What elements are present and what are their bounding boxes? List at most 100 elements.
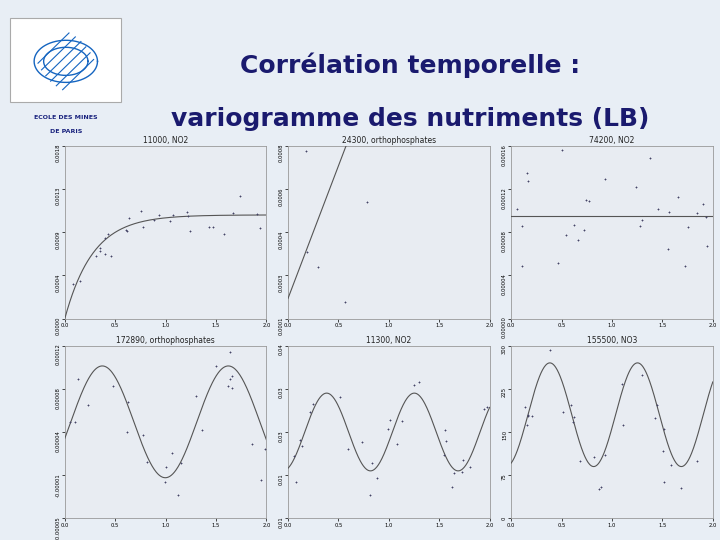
Title: 24300, orthophosphates: 24300, orthophosphates: [342, 136, 436, 145]
Text: DE PARIS: DE PARIS: [50, 129, 82, 134]
Point: [593, 484, 605, 493]
Point: [665, 461, 677, 469]
Point: [385, 92, 397, 101]
Point: [339, 297, 351, 306]
Point: [392, 43, 404, 51]
Point: [658, 477, 670, 486]
Point: [560, 231, 572, 239]
Point: [191, 392, 202, 401]
Point: [247, 440, 258, 449]
Point: [64, 418, 76, 427]
Point: [166, 448, 178, 457]
Point: [256, 475, 267, 484]
Point: [224, 375, 235, 383]
Point: [516, 262, 528, 271]
Point: [438, 450, 449, 459]
Point: [181, 208, 193, 217]
Title: 74200, NO2: 74200, NO2: [589, 136, 635, 145]
Point: [328, 94, 340, 103]
Point: [255, 224, 266, 232]
Point: [234, 192, 246, 200]
Point: [567, 418, 579, 427]
Point: [691, 457, 703, 465]
Point: [356, 438, 367, 447]
Point: [148, 216, 160, 225]
Text: Corrélation temporelle :: Corrélation temporelle :: [240, 52, 580, 78]
Point: [552, 258, 564, 267]
Point: [583, 197, 595, 205]
Point: [580, 196, 592, 205]
Point: [196, 426, 207, 434]
Point: [82, 401, 94, 409]
Point: [682, 223, 693, 232]
Title: 11300, NO2: 11300, NO2: [366, 336, 411, 345]
Point: [429, 120, 441, 129]
Point: [397, 416, 408, 425]
Point: [595, 482, 606, 491]
Point: [384, 416, 396, 424]
Point: [135, 207, 147, 215]
Point: [123, 214, 135, 222]
Point: [413, 377, 425, 386]
Point: [663, 208, 675, 217]
Point: [516, 221, 527, 230]
Point: [636, 370, 648, 379]
Point: [690, 208, 702, 217]
Text: ECOLE DES MINES: ECOLE DES MINES: [34, 115, 98, 120]
Point: [94, 247, 105, 255]
Point: [578, 226, 590, 234]
Point: [122, 397, 133, 406]
Point: [121, 225, 132, 234]
Point: [701, 213, 712, 221]
Point: [568, 413, 580, 422]
Point: [481, 403, 492, 411]
Point: [225, 348, 236, 356]
Point: [626, 337, 637, 346]
Point: [297, 441, 308, 450]
Point: [366, 458, 377, 467]
Point: [302, 248, 313, 256]
Point: [441, 13, 452, 22]
Point: [572, 235, 584, 244]
Point: [521, 168, 533, 177]
Point: [91, 252, 102, 261]
Point: [371, 474, 382, 482]
Point: [544, 346, 556, 354]
Point: [617, 421, 629, 429]
Point: [679, 261, 690, 270]
Point: [379, 17, 390, 26]
Point: [405, 130, 416, 139]
Title: 155500, NO3: 155500, NO3: [587, 336, 637, 345]
Point: [307, 400, 319, 408]
Point: [439, 426, 451, 435]
Point: [672, 193, 684, 201]
Point: [121, 227, 132, 235]
Point: [182, 212, 194, 221]
Point: [218, 230, 230, 238]
Point: [99, 233, 111, 242]
Point: [478, 404, 490, 413]
Point: [141, 458, 153, 467]
Point: [161, 462, 172, 471]
Point: [222, 382, 234, 391]
Point: [165, 217, 176, 226]
Point: [511, 205, 523, 214]
Point: [99, 249, 110, 258]
Point: [312, 263, 324, 272]
FancyBboxPatch shape: [10, 18, 121, 102]
Point: [519, 402, 531, 411]
Point: [652, 204, 664, 213]
Point: [636, 216, 648, 225]
Point: [175, 459, 186, 468]
Point: [527, 412, 539, 421]
Point: [697, 199, 708, 208]
Point: [294, 435, 306, 444]
Point: [365, 490, 377, 499]
Point: [649, 414, 660, 422]
Point: [675, 483, 686, 492]
Point: [522, 410, 534, 419]
Point: [305, 408, 316, 416]
Point: [137, 223, 148, 232]
Text: variogramme des nutriments (LB): variogramme des nutriments (LB): [171, 107, 649, 131]
Point: [537, 324, 549, 333]
